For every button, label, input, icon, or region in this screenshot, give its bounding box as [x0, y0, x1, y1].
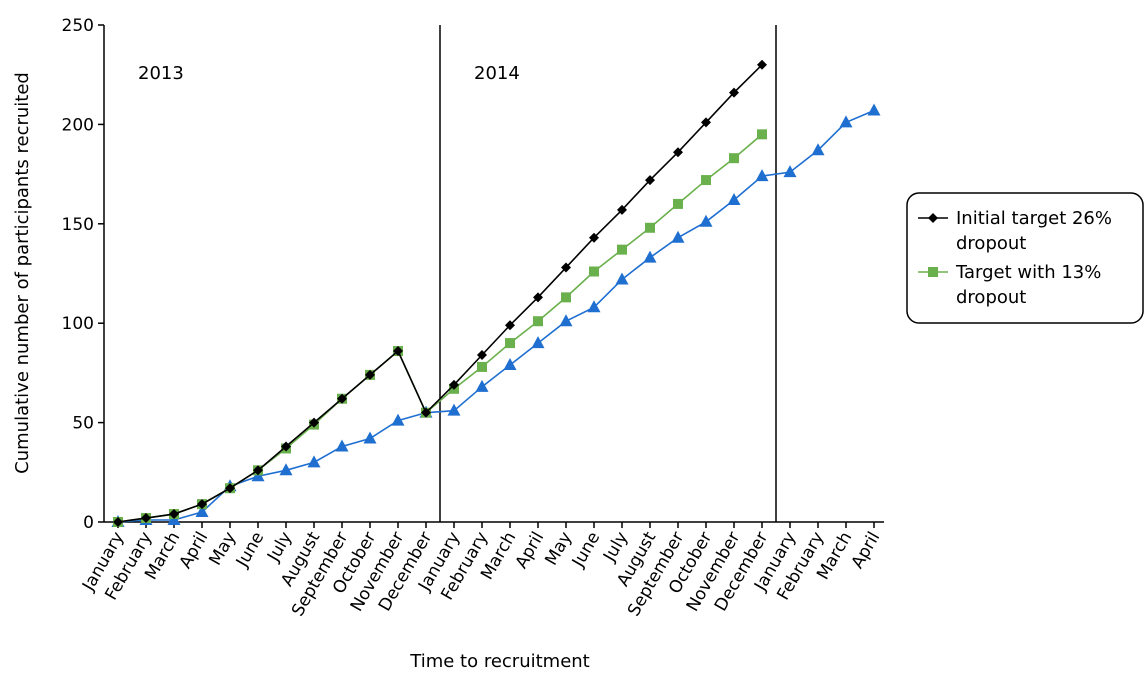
data-point [253, 465, 263, 476]
data-point [561, 292, 571, 303]
data-point [281, 441, 291, 452]
data-point [449, 379, 459, 390]
legend-box [906, 192, 1144, 324]
legend-label: Initial target 26% [956, 208, 1112, 229]
data-point [363, 431, 377, 444]
data-point [729, 87, 739, 98]
data-point [559, 314, 573, 327]
data-point [393, 346, 403, 357]
data-point [365, 369, 375, 380]
data-point [645, 175, 655, 186]
data-point [531, 336, 545, 349]
y-tick-label: 50 [72, 414, 94, 434]
legend-label-cont: dropout [956, 233, 1026, 254]
legend-marker [928, 267, 938, 277]
data-point [421, 407, 431, 418]
data-point [589, 232, 599, 243]
data-point [617, 204, 627, 215]
x-tick-label: June [232, 529, 268, 572]
data-point [477, 350, 487, 361]
data-point [727, 192, 741, 205]
data-point [279, 463, 293, 476]
data-point [839, 115, 853, 128]
y-tick-label: 100 [62, 314, 94, 334]
data-point [533, 316, 543, 327]
data-point [757, 59, 767, 70]
data-point [475, 379, 489, 392]
series-0 [113, 59, 767, 527]
data-point [783, 165, 797, 178]
legend-label-cont: dropout [956, 287, 1026, 308]
data-point [673, 198, 683, 209]
data-point [617, 244, 627, 255]
legend: Initial target 26% dropout Target with 13%… [906, 192, 1144, 324]
data-point [113, 517, 123, 527]
y-tick-label: 250 [62, 16, 94, 36]
data-point [701, 175, 711, 186]
series-layer [111, 59, 881, 527]
data-point [503, 357, 517, 370]
data-point [391, 413, 405, 426]
axis-labels: Cumulative number of participants recrui… [12, 72, 590, 672]
year-dividers: 2013 2014 [138, 25, 777, 522]
data-point [701, 117, 711, 128]
data-point [169, 509, 179, 520]
data-point [755, 169, 769, 182]
year-label: 2013 [138, 63, 184, 84]
y-tick-label: 0 [83, 513, 94, 533]
data-point [729, 153, 739, 164]
data-point [561, 262, 571, 273]
data-point [141, 513, 151, 524]
data-point [671, 230, 685, 243]
data-point [477, 361, 487, 372]
series-2 [111, 103, 881, 527]
series-line [117, 64, 763, 523]
data-point [197, 499, 207, 510]
data-point [309, 417, 319, 428]
x-tick-label: June [568, 529, 604, 572]
x-tick-label: April [512, 529, 549, 573]
data-point [673, 147, 683, 158]
x-tick-label: April [848, 529, 885, 573]
data-point [757, 129, 767, 140]
x-axis-label: Time to recruitment [409, 651, 589, 672]
data-point [505, 338, 515, 349]
data-point [587, 300, 601, 313]
data-point [867, 103, 881, 116]
data-point [505, 320, 515, 331]
x-tick-label: April [176, 529, 213, 573]
data-point [645, 222, 655, 233]
series-line [117, 109, 875, 523]
data-point [811, 143, 825, 156]
y-tick-label: 200 [62, 115, 94, 135]
legend-marker [928, 213, 938, 223]
legend-label: Target with 13% [955, 262, 1101, 283]
axes: 050100150200250JanuaryFebruaryMarchApril… [62, 16, 885, 620]
data-point [615, 272, 629, 285]
data-point [337, 393, 347, 404]
data-point [335, 439, 349, 452]
y-tick-label: 150 [62, 215, 94, 235]
data-point [533, 292, 543, 303]
year-label: 2014 [474, 63, 520, 84]
data-point [643, 250, 657, 263]
data-point [589, 266, 599, 277]
data-point [699, 214, 713, 227]
data-point [307, 455, 321, 468]
data-point [447, 403, 461, 416]
data-point [195, 505, 209, 518]
y-axis-label: Cumulative number of participants recrui… [12, 72, 33, 474]
data-point [225, 483, 235, 494]
